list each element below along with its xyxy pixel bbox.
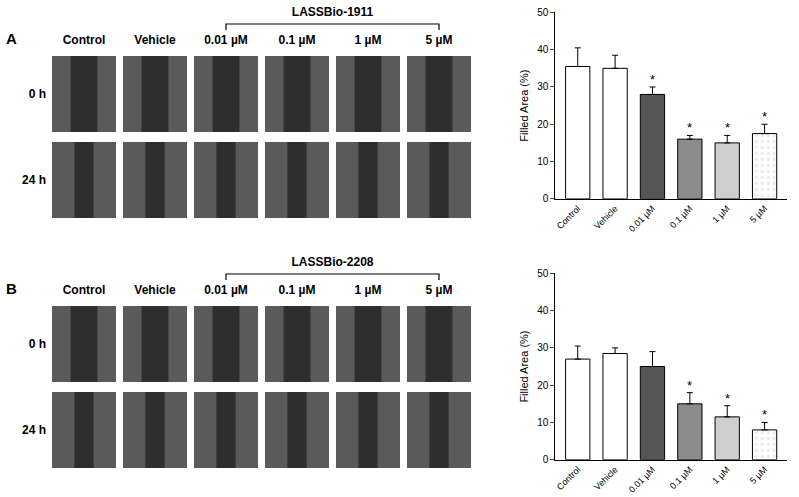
svg-text:0.1 µM: 0.1 µM — [668, 204, 695, 231]
svg-text:Control: Control — [555, 465, 583, 493]
svg-text:20: 20 — [537, 380, 549, 391]
svg-text:A: A — [6, 30, 17, 47]
svg-text:Control: Control — [63, 33, 106, 47]
svg-text:*: * — [687, 378, 692, 393]
svg-text:0: 0 — [543, 193, 549, 204]
svg-text:*: * — [762, 407, 767, 422]
svg-text:Filled Area (%): Filled Area (%) — [518, 70, 530, 142]
svg-text:Vehicle: Vehicle — [592, 465, 620, 493]
svg-text:*: * — [762, 109, 767, 124]
svg-text:0 h: 0 h — [29, 337, 46, 351]
svg-text:40: 40 — [537, 305, 549, 316]
svg-text:*: * — [650, 72, 655, 87]
svg-text:Control: Control — [63, 283, 106, 297]
svg-text:50: 50 — [537, 7, 549, 18]
svg-text:5 µM: 5 µM — [748, 204, 769, 225]
svg-text:Vehicle: Vehicle — [134, 33, 176, 47]
svg-text:5 µM: 5 µM — [426, 283, 453, 297]
svg-text:40: 40 — [537, 44, 549, 55]
svg-text:0.01 µM: 0.01 µM — [627, 465, 657, 495]
svg-text:0.01 µM: 0.01 µM — [204, 33, 248, 47]
svg-text:30: 30 — [537, 81, 549, 92]
svg-text:Vehicle: Vehicle — [592, 204, 620, 232]
svg-text:Filled Area (%): Filled Area (%) — [518, 330, 530, 402]
svg-text:1 µM: 1 µM — [355, 33, 382, 47]
svg-text:0.1 µM: 0.1 µM — [279, 33, 316, 47]
svg-text:50: 50 — [537, 268, 549, 279]
svg-text:LASSBio-2208: LASSBio-2208 — [291, 255, 373, 269]
svg-text:LASSBio-1911: LASSBio-1911 — [292, 5, 374, 19]
svg-text:0.01 µM: 0.01 µM — [204, 283, 248, 297]
svg-text:1 µM: 1 µM — [355, 283, 382, 297]
svg-text:0.01 µM: 0.01 µM — [627, 204, 657, 234]
svg-text:0: 0 — [543, 454, 549, 465]
svg-text:Vehicle: Vehicle — [134, 283, 176, 297]
svg-text:1 µM: 1 µM — [710, 204, 731, 225]
svg-text:0.1 µM: 0.1 µM — [668, 465, 695, 492]
svg-text:B: B — [6, 280, 17, 297]
svg-text:0.1 µM: 0.1 µM — [279, 283, 316, 297]
svg-text:*: * — [725, 120, 730, 135]
svg-text:10: 10 — [537, 156, 549, 167]
svg-text:20: 20 — [537, 119, 549, 130]
svg-text:*: * — [687, 120, 692, 135]
svg-text:30: 30 — [537, 342, 549, 353]
svg-text:1 µM: 1 µM — [710, 465, 731, 486]
svg-text:5 µM: 5 µM — [748, 465, 769, 486]
svg-text:5 µM: 5 µM — [426, 33, 453, 47]
svg-text:*: * — [725, 391, 730, 406]
svg-text:10: 10 — [537, 417, 549, 428]
svg-text:Control: Control — [555, 204, 583, 232]
svg-text:0 h: 0 h — [29, 87, 46, 101]
svg-text:24 h: 24 h — [22, 423, 46, 437]
svg-text:24 h: 24 h — [22, 173, 46, 187]
